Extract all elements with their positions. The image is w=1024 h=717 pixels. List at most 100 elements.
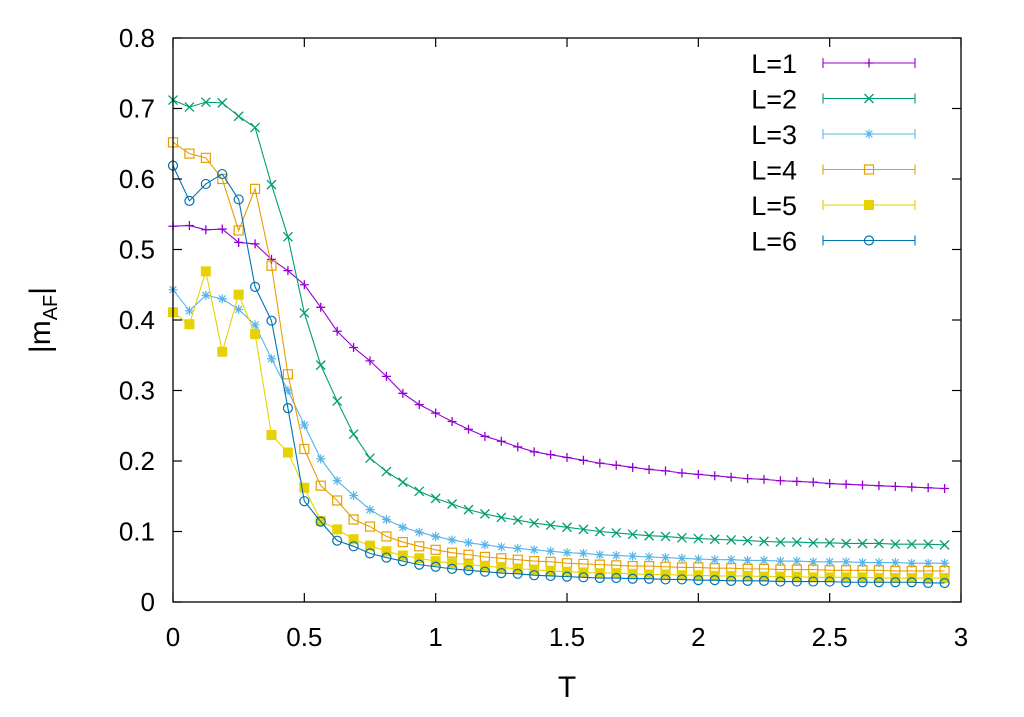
x-tick-label: 1 bbox=[428, 622, 442, 652]
data-point bbox=[447, 558, 458, 569]
data-point bbox=[479, 561, 490, 572]
data-point bbox=[234, 304, 244, 314]
data-point bbox=[414, 527, 424, 537]
y-tick-label: 0 bbox=[141, 587, 155, 617]
legend-label: L=2 bbox=[751, 85, 797, 115]
data-point bbox=[267, 254, 276, 264]
data-point bbox=[562, 522, 572, 533]
data-point bbox=[611, 460, 621, 470]
data-point bbox=[873, 577, 885, 588]
x-tick-label: 0 bbox=[166, 622, 180, 652]
data-point bbox=[480, 540, 490, 550]
data-point bbox=[479, 566, 491, 577]
data-point bbox=[348, 534, 359, 545]
data-point bbox=[841, 557, 851, 567]
data-point bbox=[217, 224, 227, 234]
data-point bbox=[578, 455, 588, 465]
data-point bbox=[299, 307, 310, 318]
data-point bbox=[267, 354, 276, 364]
legend-label: L=3 bbox=[751, 120, 797, 150]
ticks-layer: 0 0.5 1 1.5 2 2.5 3 0 0.1 0.2 0.3 0.4 0.5 0.6 0.7 0.8 bbox=[119, 23, 968, 652]
legend-entry: L=1 bbox=[751, 49, 916, 79]
data-point bbox=[414, 553, 425, 564]
data-point bbox=[594, 526, 605, 537]
data-point bbox=[184, 319, 195, 330]
data-point bbox=[857, 538, 868, 549]
data-point bbox=[200, 97, 211, 108]
data-point bbox=[594, 572, 605, 584]
data-point bbox=[250, 122, 261, 133]
data-point bbox=[233, 194, 244, 205]
data-point bbox=[299, 482, 310, 493]
data-point bbox=[250, 329, 261, 340]
data-point bbox=[496, 542, 506, 552]
data-point bbox=[545, 570, 556, 582]
series-l-2 bbox=[168, 95, 950, 550]
data-point bbox=[512, 515, 523, 526]
data-point bbox=[283, 266, 293, 276]
data-point bbox=[348, 514, 359, 525]
data-point bbox=[529, 447, 539, 457]
data-point bbox=[791, 537, 802, 548]
data-point bbox=[858, 480, 867, 490]
data-point bbox=[381, 546, 392, 557]
x-tick-label: 0.5 bbox=[286, 622, 322, 652]
legend-label: L=1 bbox=[751, 49, 797, 79]
data-point bbox=[858, 558, 867, 568]
data-point bbox=[874, 558, 884, 568]
data-point bbox=[890, 539, 901, 550]
data-point bbox=[398, 388, 408, 398]
legend-label: L=6 bbox=[751, 227, 797, 257]
data-point bbox=[315, 516, 326, 527]
x-tick-label: 2 bbox=[691, 622, 705, 652]
data-point bbox=[578, 548, 588, 558]
data-point bbox=[349, 342, 359, 352]
legend: L=1 L=2 L=3 L=4 L=5 L=6 bbox=[751, 49, 916, 257]
y-tick-label: 0.7 bbox=[119, 94, 155, 124]
data-point bbox=[299, 496, 310, 507]
data-point bbox=[710, 555, 720, 565]
data-point bbox=[627, 573, 638, 584]
data-point bbox=[643, 573, 655, 584]
data-point bbox=[496, 436, 506, 446]
data-point bbox=[726, 555, 736, 565]
data-point bbox=[430, 544, 441, 555]
data-point bbox=[464, 424, 473, 434]
data-point bbox=[414, 486, 425, 497]
legend-entry: L=3 bbox=[751, 120, 916, 150]
data-point bbox=[348, 541, 359, 552]
data-point bbox=[217, 294, 227, 304]
series-line bbox=[172, 141, 945, 572]
data-point bbox=[184, 102, 195, 113]
data-point bbox=[332, 396, 343, 407]
data-point bbox=[250, 320, 260, 330]
data-point bbox=[841, 538, 852, 549]
data-point bbox=[661, 553, 670, 563]
data-point bbox=[808, 576, 819, 587]
y-tick-label: 0.3 bbox=[119, 376, 155, 406]
series-line bbox=[172, 99, 945, 546]
data-point bbox=[693, 469, 703, 479]
data-point bbox=[349, 491, 359, 501]
data-point bbox=[709, 534, 720, 545]
data-point bbox=[759, 555, 769, 565]
plot-frame bbox=[172, 37, 962, 603]
data-point bbox=[874, 481, 884, 491]
series-l-5 bbox=[168, 266, 950, 584]
x-tick-label: 3 bbox=[954, 622, 968, 652]
x-tick-label: 2.5 bbox=[812, 622, 848, 652]
data-point bbox=[808, 537, 819, 548]
data-point bbox=[939, 577, 950, 589]
data-point bbox=[414, 400, 424, 410]
data-point bbox=[266, 179, 277, 190]
data-point bbox=[660, 574, 671, 585]
legend-marker bbox=[863, 235, 875, 246]
data-point bbox=[463, 559, 474, 570]
data-point bbox=[463, 565, 474, 576]
data-point bbox=[430, 493, 441, 504]
data-point bbox=[381, 371, 391, 381]
data-point bbox=[184, 306, 194, 316]
legend-label: L=5 bbox=[751, 191, 797, 221]
data-point bbox=[299, 443, 310, 455]
data-point bbox=[332, 326, 342, 336]
